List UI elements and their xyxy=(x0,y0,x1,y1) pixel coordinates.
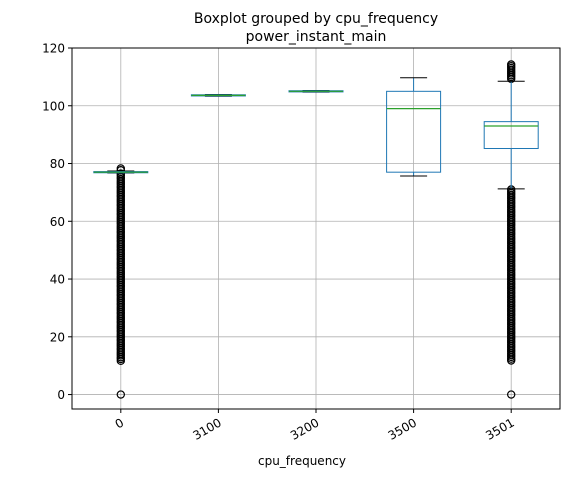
box-group xyxy=(483,60,539,399)
box-group xyxy=(386,77,442,177)
x-tick-label: 3200 xyxy=(288,415,321,442)
x-tick-label: 3500 xyxy=(386,415,419,442)
y-tick-label: 60 xyxy=(50,215,65,229)
chart-title: Boxplot grouped by cpu_frequency xyxy=(194,11,438,27)
x-axis-label: cpu_frequency xyxy=(258,454,346,468)
y-tick-label: 0 xyxy=(57,388,65,402)
y-axis: 0 20 40 60 80 100 120 xyxy=(42,42,72,402)
chart-subtitle: power_instant_main xyxy=(246,29,387,45)
box-group xyxy=(288,89,344,93)
y-tick-label: 20 xyxy=(50,330,65,344)
box-rect xyxy=(386,90,442,173)
box-series xyxy=(93,60,539,399)
outlier-point xyxy=(116,390,126,399)
y-tick-label: 80 xyxy=(50,157,65,171)
outlier-point xyxy=(507,356,516,365)
x-tick-label: 0 xyxy=(113,415,127,431)
outlier-group xyxy=(507,60,516,399)
outlier-group xyxy=(116,164,126,399)
x-axis: 0 3100 3200 3500 3501 xyxy=(113,409,517,443)
box-group xyxy=(93,164,149,399)
x-tick-label: 3100 xyxy=(190,415,223,442)
x-tick-label: 3501 xyxy=(483,415,516,442)
y-tick-label: 40 xyxy=(50,273,65,287)
outlier-point xyxy=(507,390,516,399)
outlier-point xyxy=(116,356,126,366)
y-tick-label: 100 xyxy=(42,99,65,113)
grid-lines xyxy=(72,47,560,409)
box-rect xyxy=(483,121,539,150)
outlier-point xyxy=(116,166,126,175)
y-tick-label: 120 xyxy=(42,42,65,56)
box-group xyxy=(190,93,246,97)
